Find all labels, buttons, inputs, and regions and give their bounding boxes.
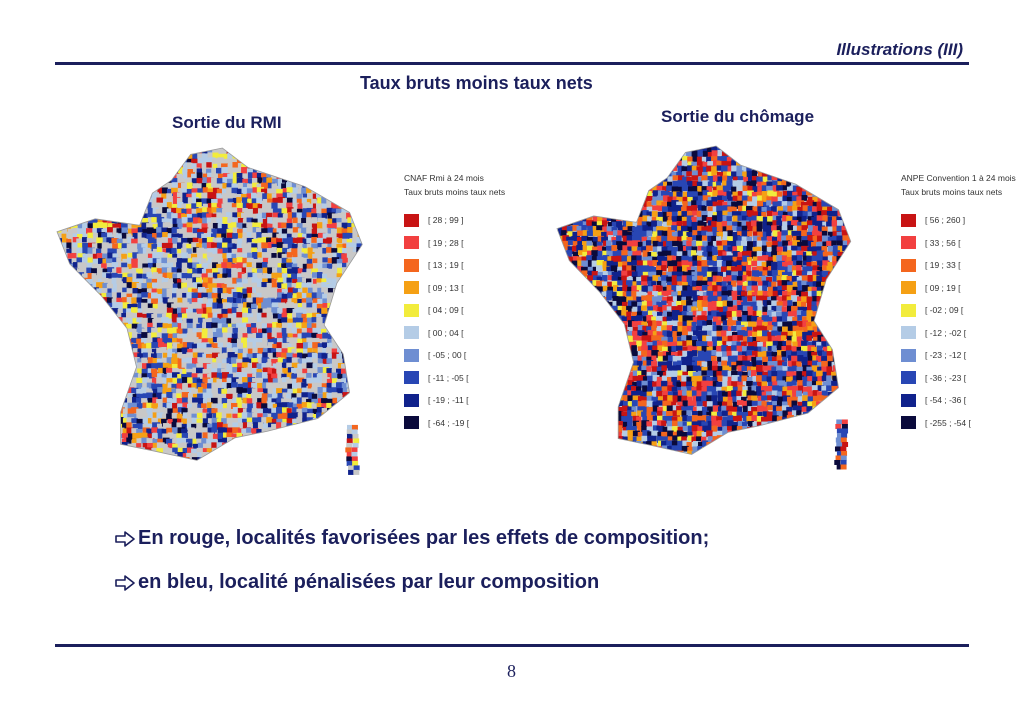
legend-swatch [901, 393, 916, 407]
legend-item: [ -12 ; -02 [ [901, 322, 1016, 345]
legend-swatch [404, 348, 419, 362]
legend-label: [ -54 ; -36 [ [925, 395, 967, 406]
legend-swatch [901, 348, 916, 362]
legend-item: [ 13 ; 19 [ [404, 254, 505, 277]
legend-item: [ -54 ; -36 [ [901, 389, 1016, 412]
legend-swatch [404, 236, 419, 250]
legend-item: [ -64 ; -19 [ [404, 412, 505, 435]
legend-item: [ 04 ; 09 [ [404, 299, 505, 322]
legend-swatch [404, 281, 419, 295]
legend-item: [ 33 ; 56 [ [901, 232, 1016, 255]
legend-swatch [901, 258, 916, 272]
france-map-chomage [555, 140, 885, 492]
bottom-divider [55, 644, 969, 647]
legend-label: [ 19 ; 33 [ [925, 260, 961, 271]
legend-label: [ -64 ; -19 [ [428, 417, 470, 428]
legend-rmi: CNAF Rmi à 24 mois Taux bruts moins taux… [404, 172, 505, 434]
legend-label: [ -02 ; 09 [ [925, 305, 964, 316]
legend-swatch [901, 303, 916, 317]
slide-title: Taux bruts moins taux nets [360, 73, 593, 93]
commune-mosaic [557, 146, 851, 455]
legend-chomage: ANPE Convention 1 à 24 mois Taux bruts m… [901, 172, 1016, 434]
legend-label: [ -05 ; 00 [ [428, 350, 467, 361]
legend-item: [ 09 ; 19 [ [901, 277, 1016, 300]
legend-label: [ -12 ; -02 [ [925, 327, 967, 338]
corsica-island [345, 424, 360, 475]
legend-item: [ 28 ; 99 ] [404, 209, 505, 232]
legend-item: [ -255 ; -54 [ [901, 412, 1016, 435]
legend-item: [ -23 ; -12 [ [901, 344, 1016, 367]
legend-swatch [404, 213, 419, 227]
legend-swatch [901, 371, 916, 385]
legend-label: [ 28 ; 99 ] [428, 215, 464, 226]
bullet-item: en bleu, localité pénalisées par leur co… [114, 571, 599, 594]
bullet-text: en bleu, localité pénalisées par leur co… [138, 571, 600, 593]
legend-swatch [404, 393, 419, 407]
legend-item: [ -02 ; 09 [ [901, 299, 1016, 322]
legend-label: [ -255 ; -54 [ [925, 417, 971, 428]
legend-item: [ -19 ; -11 [ [404, 389, 505, 412]
legend-item: [ 19 ; 28 [ [404, 232, 505, 255]
legend-label: [ 04 ; 09 [ [428, 305, 464, 316]
legend-label: [ -19 ; -11 [ [428, 395, 469, 406]
legend-item: [ -36 ; -23 [ [901, 367, 1016, 390]
france-map-rmi [55, 140, 400, 502]
legend-label: [ 09 ; 13 [ [428, 282, 464, 293]
bullet-text: En rouge, localités favorisées par les e… [138, 527, 710, 549]
legend-item: [ 19 ; 33 [ [901, 254, 1016, 277]
legend-item: [ 09 ; 13 [ [404, 277, 505, 300]
legend-label: [ 19 ; 28 [ [428, 237, 464, 248]
legend-item: [ 00 ; 04 [ [404, 322, 505, 345]
legend-swatch [901, 236, 916, 250]
legend-swatch [404, 258, 419, 272]
corsica-island [834, 419, 849, 470]
top-divider [55, 62, 969, 65]
legend-item: [ 56 ; 260 ] [901, 209, 1016, 232]
map-title-rmi: Sortie du RMI [172, 113, 282, 132]
legend-swatch [404, 303, 419, 317]
legend-label: [ -11 ; -05 [ [428, 372, 469, 383]
legend-swatch [901, 326, 916, 340]
legend-source: CNAF Rmi à 24 mois [404, 173, 484, 183]
legend-label: [ 13 ; 19 [ [428, 260, 464, 271]
legend-swatch [901, 213, 916, 227]
legend-subtitle: Taux bruts moins taux nets [404, 187, 506, 197]
page-number: 8 [507, 661, 516, 681]
legend-label: [ 00 ; 04 [ [428, 327, 464, 338]
legend-label: [ -36 ; -23 [ [925, 372, 967, 383]
legend-swatch [901, 281, 916, 295]
legend-label: [ 33 ; 56 [ [925, 237, 961, 248]
legend-swatch [404, 326, 419, 340]
arrow-right-icon [115, 574, 135, 591]
legend-item: [ -05 ; 00 [ [404, 344, 505, 367]
commune-mosaic [57, 148, 363, 461]
legend-label: [ 56 ; 260 ] [925, 215, 966, 226]
bullet-item: En rouge, localités favorisées par les e… [114, 527, 709, 550]
legend-label: [ 09 ; 19 [ [925, 282, 961, 293]
slide-header-title: Illustrations (III) [836, 40, 963, 59]
map-title-chomage: Sortie du chômage [661, 107, 815, 126]
legend-swatch [404, 416, 419, 430]
legend-swatch [901, 416, 916, 430]
legend-label: [ -23 ; -12 [ [925, 350, 967, 361]
legend-swatch [404, 371, 419, 385]
legend-item: [ -11 ; -05 [ [404, 367, 505, 390]
legend-source: ANPE Convention 1 à 24 mois [901, 173, 1016, 183]
legend-subtitle: Taux bruts moins taux nets [901, 187, 1003, 197]
arrow-right-icon [115, 530, 135, 547]
